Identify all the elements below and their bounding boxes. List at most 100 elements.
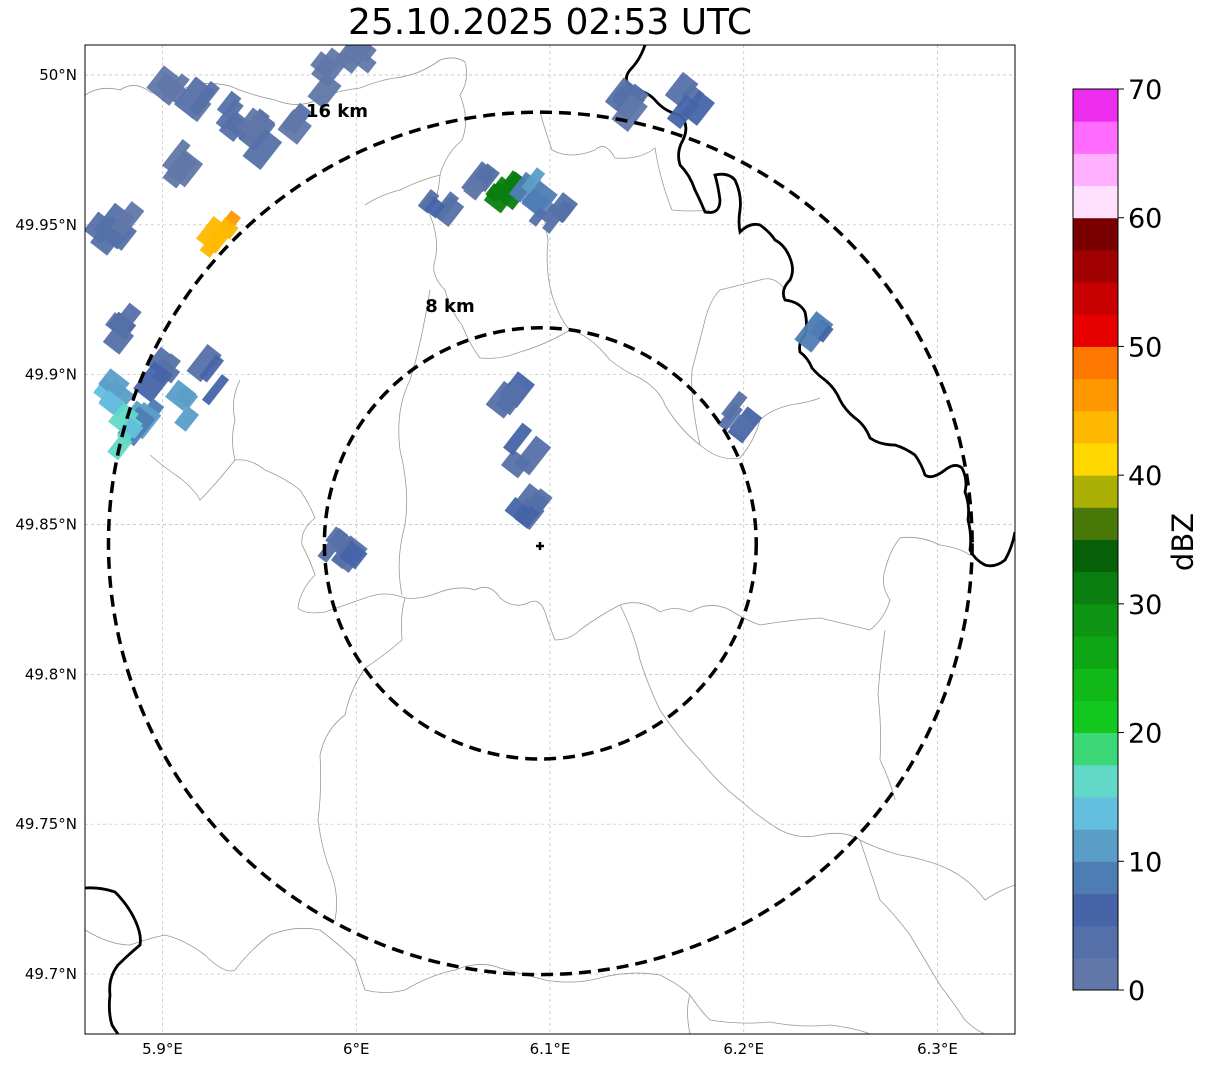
echo-pixel	[717, 403, 743, 431]
lat-tick-label: 49.85°N	[15, 516, 77, 534]
lat-tick-label: 49.75°N	[15, 815, 77, 833]
echo-cell	[604, 77, 649, 132]
colorbar-tick-label: 40	[1128, 461, 1162, 492]
admin-border-line	[691, 278, 786, 446]
colorbar-segment	[1073, 764, 1118, 798]
colorbar-tick-label: 70	[1128, 75, 1162, 106]
echo-cell	[417, 189, 465, 227]
echo-cell	[485, 371, 535, 419]
echo-pixel	[188, 80, 221, 117]
echo-pixel	[201, 374, 230, 406]
colorbar-segment	[1073, 217, 1118, 251]
colorbar-segment	[1073, 378, 1118, 412]
colorbar-segment	[1073, 957, 1118, 991]
longitude-tick-labels: 5.9°E 6°E 6.1°E 6.2°E 6.3°E	[142, 1040, 958, 1058]
national-border-line	[625, 45, 1015, 568]
colorbar-frame	[1072, 88, 1119, 991]
colorbar-segment	[1073, 603, 1118, 637]
echo-pixel	[186, 344, 222, 383]
echo-pixel	[133, 361, 173, 403]
echo-pixel	[485, 380, 523, 419]
colorbar-segment	[1073, 507, 1118, 540]
admin-border-line	[619, 604, 1015, 901]
lat-tick-label: 49.7°N	[25, 965, 77, 983]
colorbar-segment	[1073, 442, 1118, 476]
echo-cell	[664, 71, 715, 130]
echo-pixel	[611, 93, 648, 132]
range-ring	[322, 326, 758, 761]
echo-pixel	[102, 322, 135, 355]
echo-pixel	[162, 150, 198, 189]
lat-tick-label: 49.95°N	[15, 216, 77, 234]
echo-cell	[794, 311, 834, 353]
colorbar-segment	[1073, 346, 1118, 380]
colorbar-segment	[1073, 185, 1118, 219]
colorbar-segment	[1073, 89, 1118, 122]
national-borders	[85, 45, 1015, 1034]
admin-border-line	[429, 94, 521, 359]
colorbar-segment	[1073, 700, 1118, 734]
echo-pixel	[434, 196, 465, 227]
admin-border-line	[689, 536, 971, 631]
echo-pixel	[277, 110, 312, 145]
echo-cell	[277, 102, 313, 145]
echo-pixel	[808, 318, 828, 340]
colorbar-segment	[1073, 829, 1118, 862]
admin-border-line	[85, 927, 546, 993]
echo-cell	[461, 161, 500, 201]
colorbar-segment	[1073, 796, 1118, 830]
colorbar-segment	[1073, 925, 1118, 959]
echo-pixel	[307, 73, 342, 109]
admin-border-line	[544, 972, 871, 1034]
echo-pixel	[85, 211, 116, 244]
echo-pixel	[198, 354, 225, 383]
admin-border-line	[519, 329, 821, 460]
echo-pixel	[664, 71, 699, 108]
echo-pixel	[243, 115, 276, 151]
admin-border-line	[149, 454, 691, 641]
ring-label-16km: 16 km	[306, 101, 368, 122]
echo-pixel	[174, 76, 215, 120]
echo-cell	[102, 302, 142, 355]
echo-cell	[165, 379, 200, 432]
echo-pixel	[729, 414, 755, 440]
echo-cell	[504, 483, 553, 531]
colorbar-segment	[1073, 861, 1118, 894]
colorbar-tick-label: 0	[1128, 976, 1145, 1007]
colorbar-segment	[1073, 668, 1118, 701]
echo-cell	[196, 210, 242, 258]
lon-tick-label: 6°E	[343, 1040, 370, 1058]
echo-pixel	[502, 422, 533, 456]
colorbar-tick-label: 20	[1128, 719, 1162, 750]
echo-pixel	[98, 390, 124, 415]
echo-cell	[317, 526, 368, 574]
echo-pixel	[174, 385, 199, 409]
colorbar-segment	[1073, 153, 1118, 187]
admin-border-line	[539, 111, 711, 212]
lat-tick-label: 50°N	[39, 66, 77, 84]
colorbar-tick-label: 10	[1128, 847, 1162, 878]
echo-pixel	[215, 98, 244, 131]
echo-pixel	[162, 139, 191, 172]
echo-cell	[508, 167, 558, 218]
echo-pixel	[542, 204, 569, 234]
echo-pixel	[218, 112, 248, 142]
colorbar-tick-label: 60	[1128, 204, 1162, 235]
radar-echoes	[85, 45, 834, 574]
echo-pixel	[521, 167, 546, 194]
lon-tick-label: 6.3°E	[917, 1040, 958, 1058]
echo-cell	[162, 139, 204, 189]
colorbar-segment	[1073, 282, 1118, 315]
echo-cell	[93, 368, 135, 417]
echo-pixel	[516, 483, 542, 509]
echo-pixel	[310, 51, 339, 79]
colorbar-segment	[1073, 732, 1118, 766]
range-ring	[106, 110, 974, 977]
colorbar-segment	[1073, 571, 1118, 605]
echo-pixel	[111, 201, 145, 238]
echo-pixel	[236, 107, 269, 140]
echo-pixel	[113, 302, 142, 333]
echo-pixel	[500, 449, 531, 479]
colorbar-label: dBZ	[1166, 513, 1200, 571]
